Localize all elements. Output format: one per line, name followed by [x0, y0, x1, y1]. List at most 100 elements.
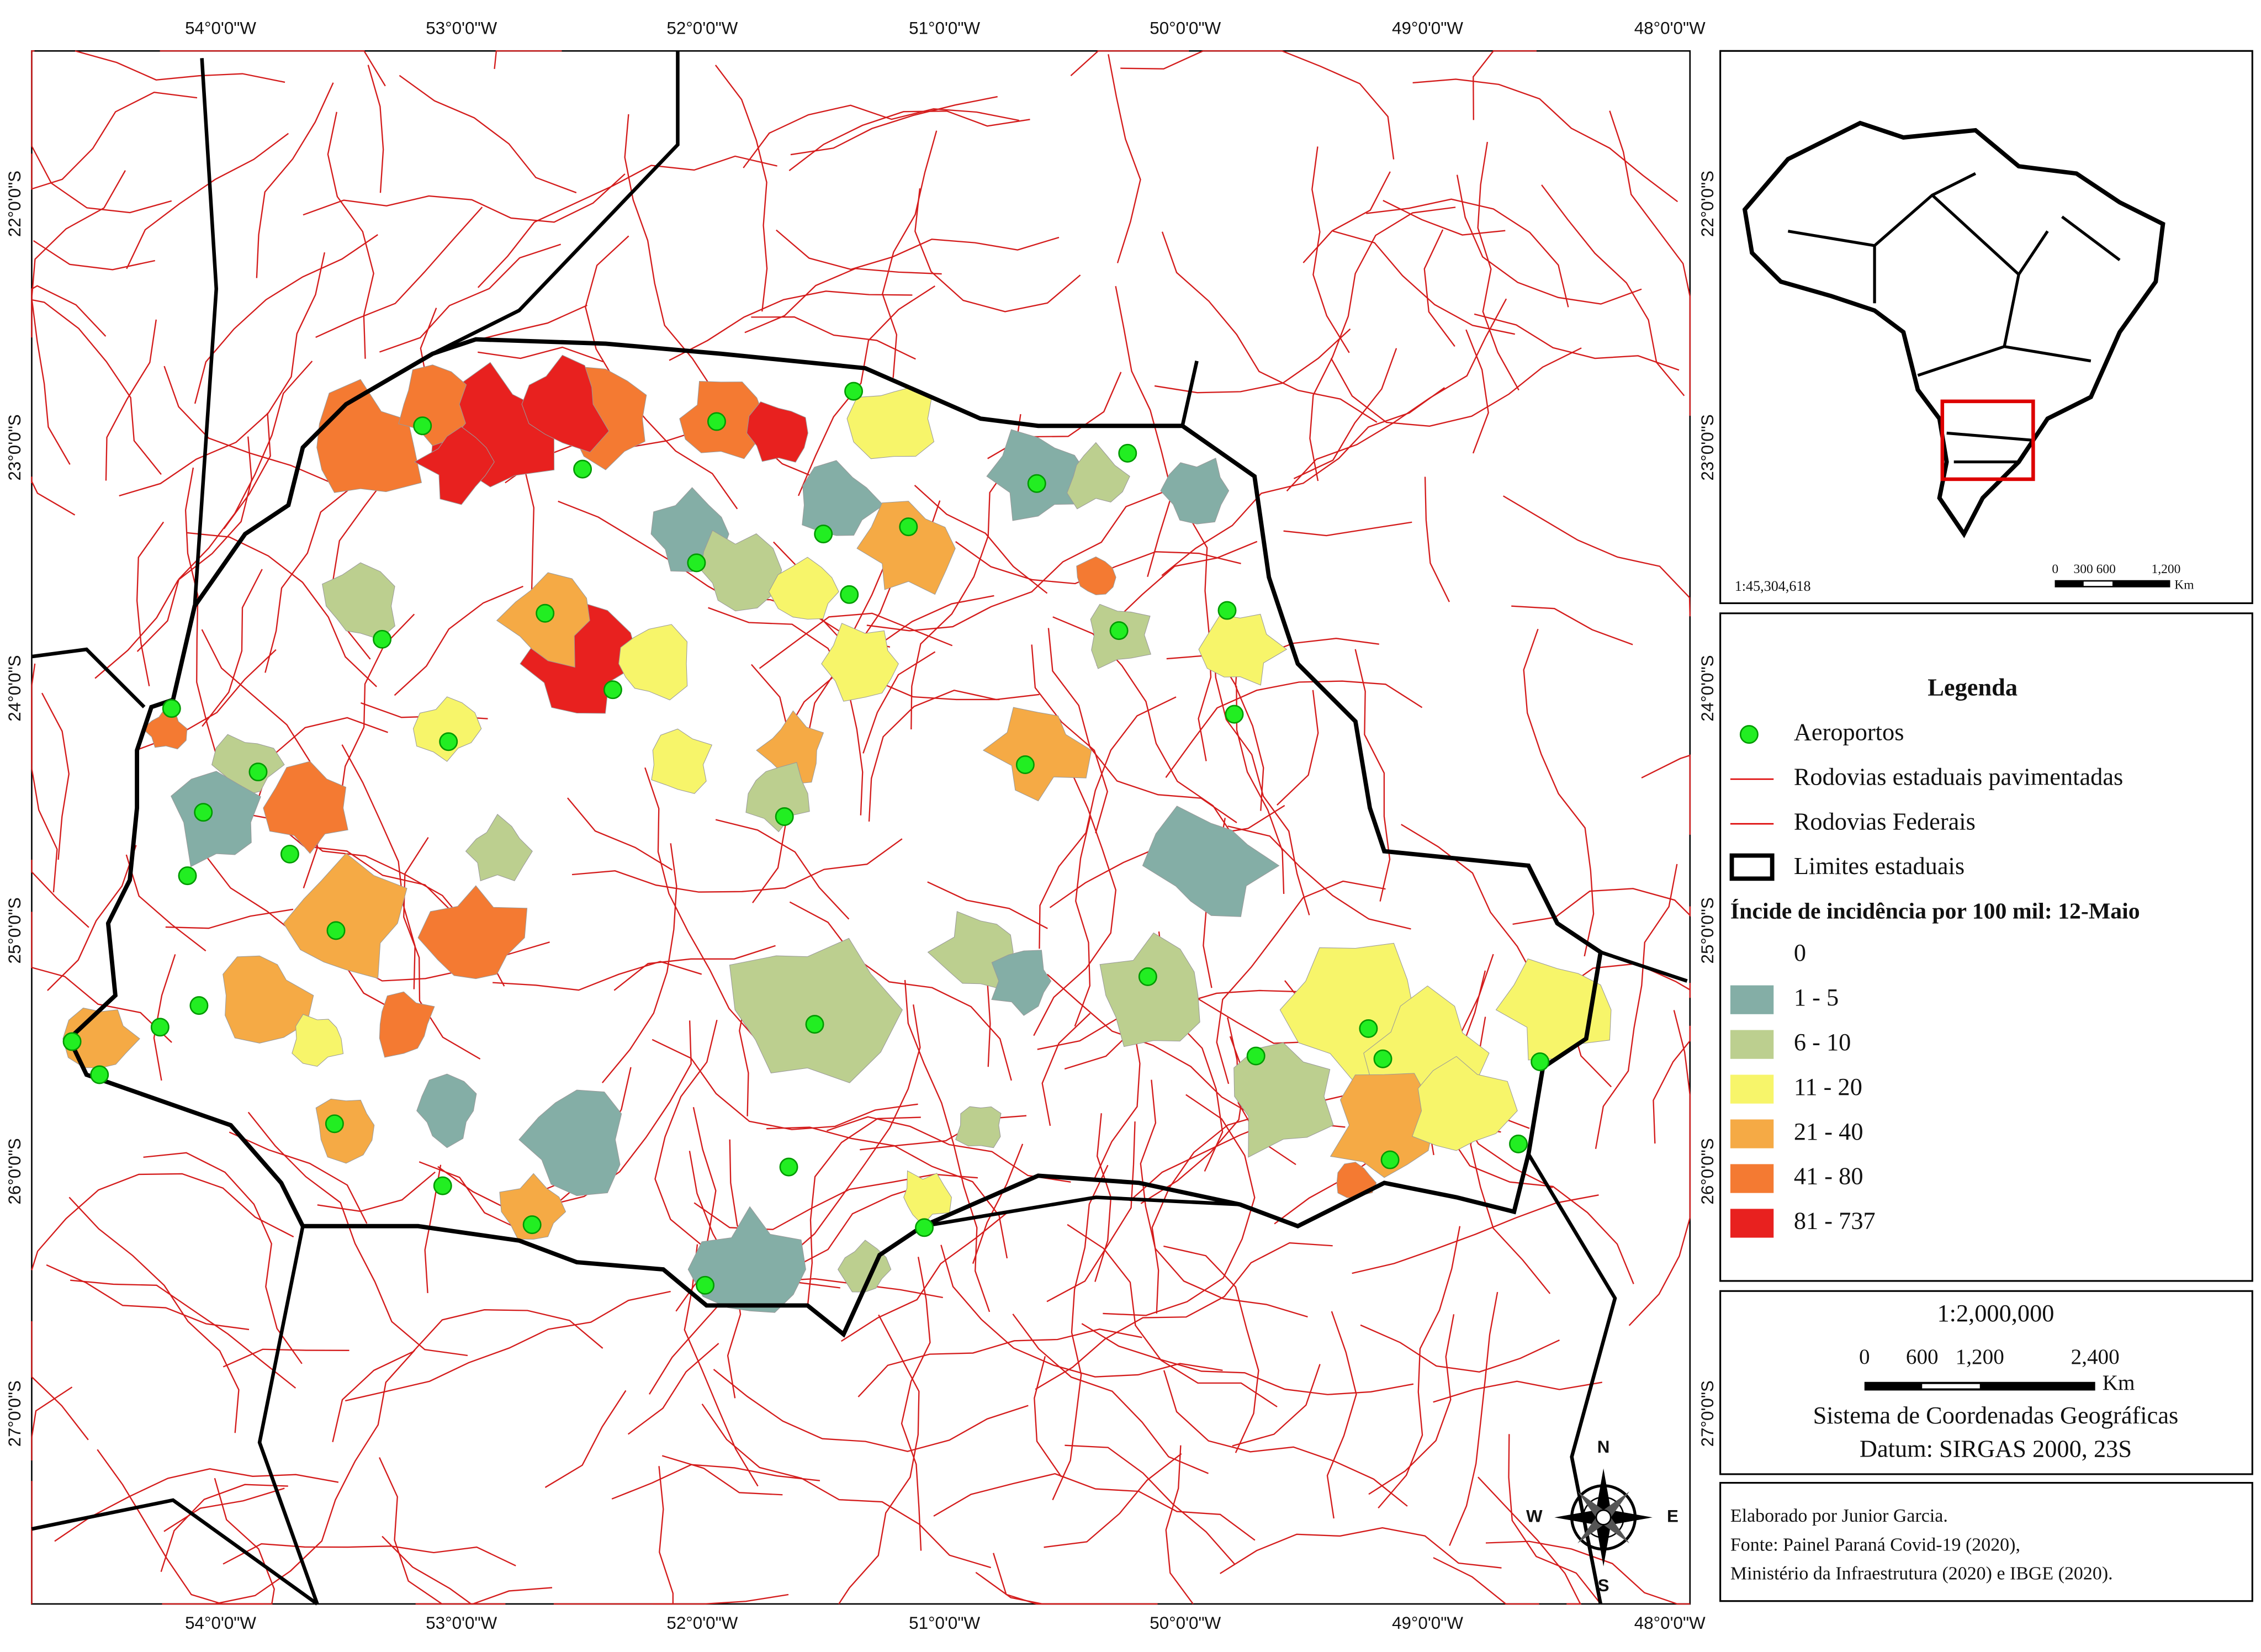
- road: [33, 240, 155, 271]
- road: [1641, 754, 1691, 835]
- municipality: [1330, 1073, 1434, 1178]
- road: [914, 188, 1081, 313]
- airport: [899, 517, 918, 537]
- road: [558, 500, 746, 608]
- road: [1108, 54, 1141, 263]
- airport: [1246, 1046, 1265, 1066]
- municipality: [1233, 1042, 1334, 1158]
- municipality: [263, 761, 348, 854]
- road: [1074, 816, 1092, 1027]
- road: [31, 1321, 89, 1441]
- inset-scalebar-label: 0: [2052, 562, 2058, 576]
- legend-class-label: 21 - 40: [1794, 1118, 1863, 1145]
- municipality: [62, 1008, 140, 1068]
- road: [1115, 285, 1173, 578]
- road: [153, 954, 176, 1081]
- road: [838, 1314, 920, 1605]
- road: [1286, 298, 1507, 492]
- scalebar-label: 0: [1859, 1345, 1870, 1369]
- road: [382, 1535, 506, 1605]
- road: [54, 1468, 339, 1542]
- y-coord-label: 25°0'0"S: [5, 897, 24, 963]
- legend-class-label: 11 - 20: [1794, 1073, 1862, 1100]
- airport: [805, 1015, 824, 1034]
- airport: [915, 1218, 934, 1237]
- compass-e: E: [1667, 1507, 1678, 1526]
- road: [542, 1020, 692, 1208]
- road: [1283, 521, 1412, 537]
- airport: [1138, 967, 1157, 986]
- road: [105, 319, 157, 481]
- road: [644, 767, 759, 1042]
- road: [223, 412, 271, 530]
- road: [571, 838, 903, 893]
- airport: [433, 1176, 452, 1195]
- legend-title: Legenda: [1928, 673, 2018, 701]
- road: [972, 1143, 1024, 1264]
- road: [31, 663, 36, 764]
- legend-class-label: 1 - 5: [1794, 983, 1839, 1011]
- municipality: [768, 557, 839, 620]
- y-coord-label: 24°0'0"S: [5, 655, 24, 721]
- inset-scalebar-unit: Km: [2174, 578, 2194, 592]
- road: [75, 50, 285, 83]
- road: [367, 65, 384, 193]
- road: [1523, 628, 1595, 957]
- airport: [189, 996, 209, 1015]
- road: [136, 521, 165, 686]
- y-coord-label: 26°0'0"S: [5, 1138, 24, 1204]
- road: [1165, 680, 1423, 778]
- airport: [814, 525, 833, 544]
- road: [901, 1257, 931, 1551]
- road: [1070, 50, 1189, 77]
- municipality: [729, 938, 903, 1083]
- airport: [1118, 443, 1137, 463]
- road: [1163, 1370, 1408, 1507]
- road: [654, 1019, 718, 1248]
- road: [31, 299, 162, 475]
- road: [247, 1111, 468, 1357]
- road: [394, 585, 523, 696]
- road: [789, 901, 1012, 1081]
- road: [933, 1473, 1256, 1541]
- municipality: [223, 955, 314, 1044]
- road: [1046, 1121, 1136, 1302]
- road: [652, 1039, 918, 1130]
- road: [1212, 634, 1310, 915]
- road: [1031, 644, 1108, 834]
- road: [714, 65, 768, 312]
- road: [840, 1210, 1010, 1342]
- municipality: [618, 624, 688, 701]
- airport: [413, 416, 432, 436]
- road: [868, 690, 1040, 822]
- road: [1052, 1164, 1109, 1501]
- y-coord-label: 23°0'0"S: [5, 414, 24, 480]
- road: [478, 346, 603, 363]
- x-coord-label: 51°0'0"W: [909, 18, 980, 38]
- road: [379, 1457, 443, 1605]
- airport: [1225, 705, 1244, 724]
- airport: [248, 763, 268, 782]
- road: [1103, 1094, 1256, 1316]
- credit-line: Ministério da Infraestrutura (2020) e IB…: [1730, 1564, 2113, 1584]
- airport: [775, 807, 794, 826]
- legend-swatch: [1730, 1209, 1774, 1238]
- airport: [1109, 621, 1129, 640]
- airport: [194, 803, 213, 822]
- y-coord-label: 27°0'0"S: [1698, 1380, 1717, 1447]
- municipality: [982, 707, 1092, 802]
- road: [184, 814, 402, 1015]
- x-coord-label: 49°0'0"W: [1392, 18, 1463, 38]
- road: [126, 133, 289, 269]
- road: [1503, 495, 1691, 617]
- municipality: [521, 354, 610, 453]
- road: [1277, 690, 1319, 806]
- road: [345, 1290, 671, 1402]
- road: [415, 1587, 553, 1605]
- road: [790, 96, 998, 156]
- airport: [373, 629, 392, 649]
- road: [627, 1343, 719, 1435]
- road: [202, 569, 263, 727]
- road: [1449, 1291, 1498, 1546]
- municipality: [379, 991, 435, 1058]
